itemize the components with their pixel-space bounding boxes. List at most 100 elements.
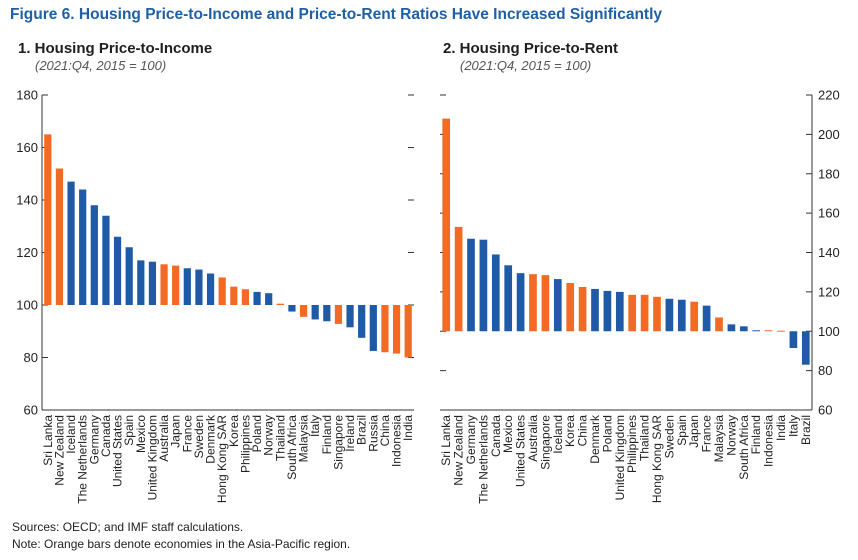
bar-new-zealand xyxy=(55,168,64,305)
bar-germany xyxy=(90,205,98,305)
category-label: Mexico xyxy=(501,415,515,453)
bar-philippines xyxy=(241,289,250,305)
category-label: Sri Lanka xyxy=(41,415,55,466)
bar-poland xyxy=(603,290,612,332)
category-label: Singapore xyxy=(331,415,345,470)
category-label: Spain xyxy=(122,415,136,446)
category-label: United Kingdom xyxy=(613,415,627,500)
category-label: United States xyxy=(111,415,125,487)
bar-poland xyxy=(253,291,261,305)
category-label: Denmark xyxy=(588,414,602,464)
category-label: Indonesia xyxy=(762,415,776,467)
bar-mexico xyxy=(137,260,145,305)
y-tick-label: 60 xyxy=(818,403,832,418)
bar-denmark xyxy=(206,273,215,305)
y-tick-label: 140 xyxy=(818,245,840,260)
bar-germany xyxy=(467,238,475,332)
category-label: Germany xyxy=(464,415,478,464)
y-tick-label: 100 xyxy=(16,298,38,313)
bar-australia xyxy=(160,264,168,305)
bar-indonesia xyxy=(764,330,773,332)
bar-united-kingdom xyxy=(148,261,157,305)
bar-india xyxy=(404,305,412,358)
sources-note: Sources: OECD; and IMF staff calculation… xyxy=(12,520,244,534)
bar-mexico xyxy=(504,265,513,332)
bar-the-netherlands xyxy=(79,189,87,305)
category-label: Thailand xyxy=(638,415,652,461)
figure-title: Figure 6. Housing Price-to-Income and Pr… xyxy=(10,6,662,23)
color-note: Note: Orange bars denote economies in th… xyxy=(12,537,351,551)
category-label: China xyxy=(378,415,392,447)
bar-iceland xyxy=(553,279,562,332)
bar-the-netherlands xyxy=(479,239,488,332)
y-tick-label: 80 xyxy=(24,350,38,365)
y-tick-label: 160 xyxy=(818,206,840,221)
bar-china xyxy=(381,305,389,353)
category-label: Canada xyxy=(489,415,503,457)
bar-japan xyxy=(172,265,180,305)
bar-canada xyxy=(102,215,110,305)
bar-russia xyxy=(369,305,377,351)
category-label: Ireland xyxy=(343,415,357,452)
category-label: New Zealand xyxy=(452,415,466,486)
category-label: Sweden xyxy=(662,415,676,458)
category-label: Russia xyxy=(366,415,380,452)
y-tick-label: 120 xyxy=(16,245,38,260)
bar-united-states xyxy=(113,236,122,305)
bar-korea xyxy=(230,286,238,305)
category-label: Thailand xyxy=(273,415,287,461)
category-label: Finland xyxy=(749,415,763,454)
bar-sweden xyxy=(665,298,674,332)
category-label: South Africa xyxy=(285,415,299,480)
bar-singapore xyxy=(541,275,550,332)
category-label: India xyxy=(401,415,415,441)
bar-ireland xyxy=(346,305,354,328)
bar-italy xyxy=(311,305,319,320)
category-label: South Africa xyxy=(737,415,751,480)
category-label: Philippines xyxy=(625,415,639,473)
bar-finland xyxy=(752,330,761,332)
bar-china xyxy=(578,286,587,332)
category-label: United Kingdom xyxy=(145,415,159,500)
y-tick-label: 140 xyxy=(16,193,38,208)
category-label: Italy xyxy=(786,415,800,437)
category-label: Malaysia xyxy=(712,415,726,463)
bar-sweden xyxy=(195,269,203,305)
category-label: Brazil xyxy=(799,415,813,445)
category-label: Iceland xyxy=(64,415,78,454)
bar-new-zealand xyxy=(454,226,463,332)
panel1-subtitle: (2021:Q4, 2015 = 100) xyxy=(35,58,167,73)
bar-singapore xyxy=(334,305,343,324)
bar-brazil xyxy=(358,305,366,338)
bar-italy xyxy=(789,331,798,348)
category-label: Italy xyxy=(308,415,322,437)
bar-canada xyxy=(491,254,500,332)
category-label: Korea xyxy=(563,415,577,447)
category-label: Poland xyxy=(600,415,614,452)
bar-australia xyxy=(529,274,537,332)
bar-norway xyxy=(727,324,736,332)
panel2-subtitle: (2021:Q4, 2015 = 100) xyxy=(460,58,592,73)
category-label: France xyxy=(700,415,714,453)
category-label: Poland xyxy=(250,415,264,452)
category-label: France xyxy=(180,415,194,453)
bar-hong-kong-sar xyxy=(218,277,226,305)
category-label: Finland xyxy=(320,415,334,454)
bar-sri-lanka xyxy=(442,118,451,332)
bar-france xyxy=(183,268,191,305)
category-label: Singapore xyxy=(538,415,552,470)
y-tick-label: 180 xyxy=(818,166,840,181)
category-label: Sweden xyxy=(192,415,206,458)
category-label: Indonesia xyxy=(390,415,404,467)
bar-south-africa xyxy=(739,326,748,332)
bar-indonesia xyxy=(392,305,401,354)
panel1-title: 1. Housing Price-to-Income xyxy=(18,40,213,57)
category-label: Spain xyxy=(675,415,689,446)
bar-united-states xyxy=(516,273,525,332)
category-label: India xyxy=(774,415,788,441)
bar-denmark xyxy=(591,288,599,332)
category-label: Philippines xyxy=(238,415,252,473)
category-label: The Netherlands xyxy=(76,415,90,504)
bar-spain xyxy=(125,247,133,305)
